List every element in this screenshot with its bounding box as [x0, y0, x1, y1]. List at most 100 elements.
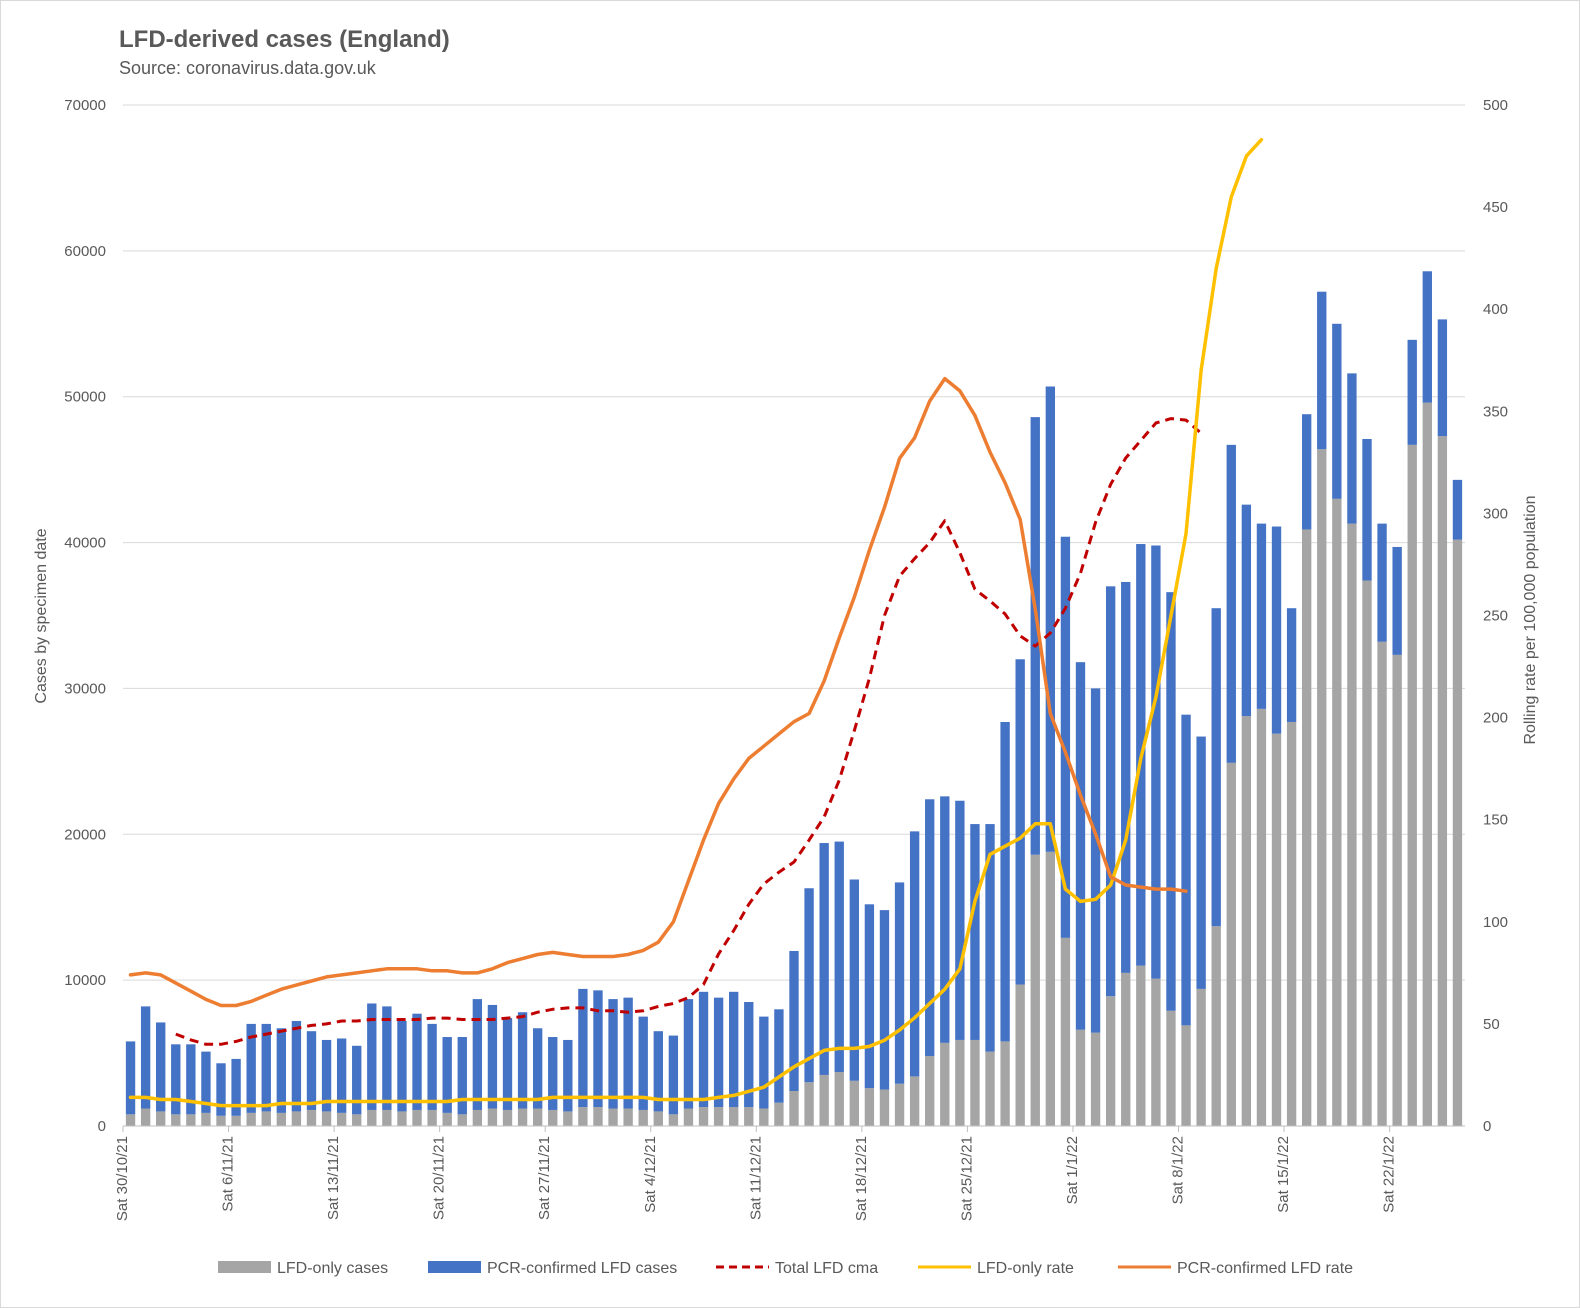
x-tick-label: Sat 6/11/21 [220, 1136, 237, 1212]
bar-pcr-confirmed [1377, 523, 1387, 642]
bar-lfd-only [1407, 444, 1417, 1126]
legend-swatch [218, 1261, 271, 1273]
bar-lfd-only [1105, 996, 1116, 1126]
bar-pcr-confirmed [1151, 545, 1161, 979]
bar-pcr-confirmed [532, 1028, 543, 1109]
bar-pcr-confirmed [909, 831, 920, 1077]
bar-pcr-confirmed [819, 843, 829, 1075]
bar-pcr-confirmed [1347, 373, 1357, 524]
bar-pcr-confirmed [623, 997, 633, 1109]
bar-pcr-confirmed [1362, 439, 1372, 581]
bar-pcr-confirmed [412, 1013, 422, 1110]
bar-lfd-only [1317, 449, 1327, 1126]
bar-lfd-only [683, 1108, 694, 1126]
bar-pcr-confirmed [1211, 608, 1221, 927]
bar-lfd-only [1090, 1032, 1101, 1126]
bar-pcr-confirmed [336, 1038, 347, 1113]
bar-lfd-only [1030, 854, 1040, 1126]
bar-lfd-only [985, 1051, 995, 1126]
bar-pcr-confirmed [442, 1037, 452, 1113]
chart-title: LFD-derived cases (England) [119, 26, 450, 53]
bar-pcr-confirmed [608, 999, 618, 1109]
bar-lfd-only [1045, 851, 1056, 1126]
bar-pcr-confirmed [1181, 714, 1191, 1026]
bar-pcr-confirmed [276, 1028, 287, 1113]
bar-lfd-only [1136, 965, 1146, 1126]
x-tick-label: Sat 27/11/21 [536, 1136, 553, 1220]
bar-lfd-only [1332, 498, 1342, 1126]
legend-label: LFD-only rate [977, 1260, 1074, 1277]
bar-pcr-confirmed [593, 990, 603, 1108]
bar-pcr-confirmed [1452, 479, 1463, 540]
bar-lfd-only [156, 1111, 166, 1126]
bar-lfd-only [231, 1115, 241, 1126]
bar-lfd-only [1075, 1029, 1086, 1126]
bar-pcr-confirmed [563, 1039, 573, 1112]
bar-pcr-confirmed [849, 879, 859, 1081]
bar-pcr-confirmed [1422, 271, 1432, 403]
x-tick-label: Sat 8/1/22 [1170, 1136, 1187, 1204]
bar-pcr-confirmed [1317, 291, 1327, 450]
bar-pcr-confirmed [427, 1023, 437, 1110]
bar-lfd-only [517, 1108, 528, 1126]
bar-pcr-confirmed [744, 1002, 754, 1108]
bar-pcr-confirmed [774, 1009, 784, 1103]
bar-pcr-confirmed [1256, 523, 1267, 709]
bar-lfd-only [140, 1108, 151, 1126]
y-tick-label: 70000 [64, 97, 106, 114]
bar-pcr-confirmed [246, 1023, 256, 1113]
bar-pcr-confirmed [864, 904, 875, 1089]
bar-pcr-confirmed [140, 1006, 151, 1109]
bar-pcr-confirmed [125, 1041, 136, 1115]
bar-pcr-confirmed [713, 997, 724, 1108]
bar-pcr-confirmed [668, 1035, 679, 1115]
bar-pcr-confirmed [1105, 586, 1116, 997]
bar-lfd-only [759, 1108, 769, 1126]
y2-tick-label: 400 [1483, 301, 1508, 318]
bar-lfd-only [1000, 1041, 1010, 1126]
x-tick-label: Sat 1/1/22 [1064, 1136, 1081, 1204]
legend-label: PCR-confirmed LFD rate [1177, 1260, 1353, 1277]
bar-pcr-confirmed [894, 882, 905, 1084]
bar-pcr-confirmed [970, 824, 980, 1040]
bar-pcr-confirmed [925, 799, 935, 1056]
bar-lfd-only [804, 1082, 814, 1126]
bar-pcr-confirmed [1030, 417, 1040, 855]
bar-lfd-only [1166, 1010, 1176, 1126]
bar-pcr-confirmed [1090, 688, 1101, 1033]
bar-lfd-only [382, 1109, 392, 1126]
bar-pcr-confirmed [1075, 662, 1086, 1030]
bar-lfd-only [1301, 529, 1312, 1126]
bar-lfd-only [834, 1072, 844, 1126]
bar-lfd-only [819, 1074, 829, 1126]
bar-lfd-only [1181, 1025, 1191, 1126]
bar-lfd-only [276, 1112, 287, 1126]
bar-pcr-confirmed [759, 1016, 769, 1109]
bar-lfd-only [502, 1109, 513, 1126]
bar-lfd-only [412, 1109, 422, 1126]
bar-pcr-confirmed [291, 1020, 302, 1112]
bar-lfd-only [1151, 978, 1161, 1126]
bar-lfd-only [774, 1102, 784, 1126]
y2-axis-ticks: 0 50 100 150 200 250 300 350 400 450 500 [1483, 97, 1508, 1135]
bar-lfd-only [216, 1115, 226, 1126]
bar-lfd-only [1196, 988, 1206, 1126]
bar-pcr-confirmed [548, 1037, 558, 1110]
x-tick-label: Sat 4/12/21 [642, 1136, 659, 1213]
x-tick-label: Sat 30/10/21 [114, 1136, 131, 1221]
bar-lfd-only [1060, 937, 1071, 1126]
bar-pcr-confirmed [683, 999, 694, 1109]
bar-lfd-only [336, 1112, 347, 1126]
line-series [128, 137, 1264, 1108]
y-tick-label: 10000 [64, 972, 106, 989]
bar-lfd-only [171, 1114, 181, 1126]
bar-lfd-only [1121, 972, 1131, 1126]
bar-pcr-confirmed [502, 1018, 513, 1110]
bar-pcr-confirmed [729, 991, 739, 1108]
bar-pcr-confirmed [1286, 608, 1297, 722]
y-tick-label: 60000 [64, 243, 106, 260]
bar-pcr-confirmed [789, 950, 799, 1091]
bar-lfd-only [638, 1109, 648, 1126]
bar-lfd-only [548, 1109, 558, 1126]
